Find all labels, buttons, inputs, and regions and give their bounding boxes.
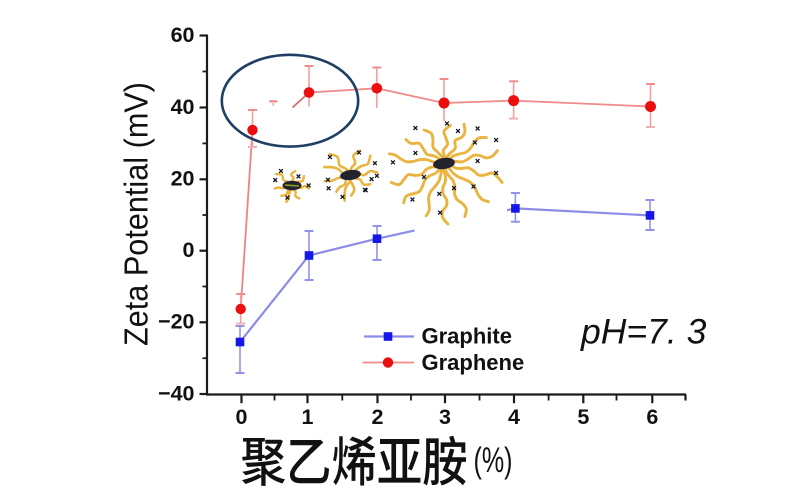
svg-text:Graphite: Graphite <box>422 324 512 349</box>
svg-text:1: 1 <box>302 405 314 429</box>
svg-text:20: 20 <box>171 167 195 191</box>
svg-text:5: 5 <box>577 405 589 429</box>
svg-text:pH=7. 3: pH=7. 3 <box>580 312 707 352</box>
svg-text:Zeta Potential (mV): Zeta Potential (mV) <box>118 82 155 346</box>
svg-text:−40: −40 <box>158 381 195 405</box>
svg-text:4: 4 <box>508 405 520 429</box>
svg-text:40: 40 <box>171 95 195 119</box>
svg-text:Graphene: Graphene <box>422 350 525 375</box>
svg-text:−20: −20 <box>158 310 195 334</box>
svg-text:(%): (%) <box>474 440 513 479</box>
svg-text:0: 0 <box>236 405 248 429</box>
svg-text:60: 60 <box>171 23 195 47</box>
svg-text:3: 3 <box>439 405 451 429</box>
svg-text:6: 6 <box>646 405 658 429</box>
svg-text:0: 0 <box>183 238 195 262</box>
svg-text:2: 2 <box>372 405 384 429</box>
